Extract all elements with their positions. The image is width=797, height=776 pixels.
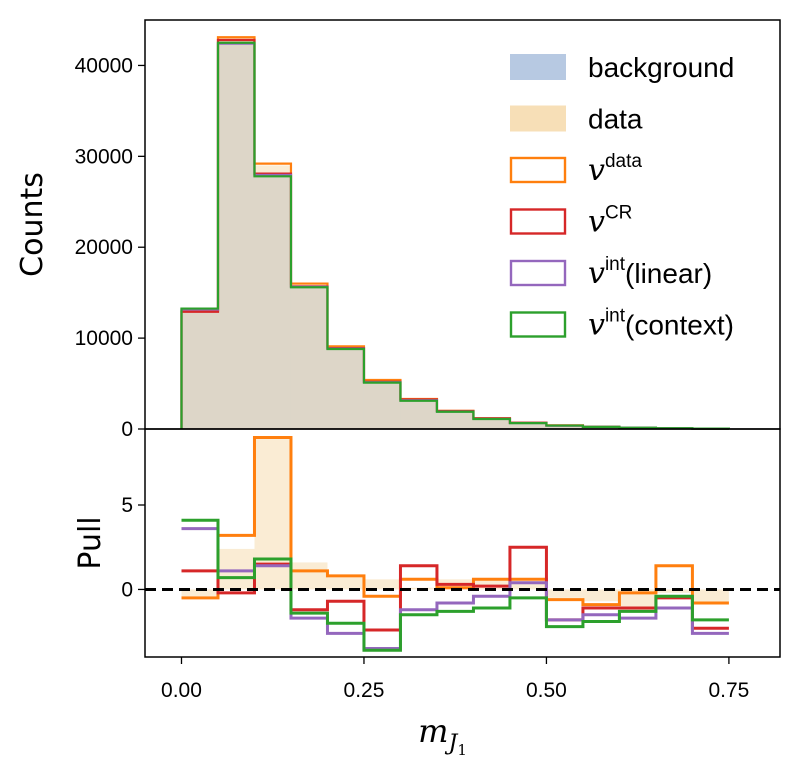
pull-bar-data — [327, 577, 364, 590]
x-tick-label: 0.00 — [161, 679, 202, 702]
y-axis-label-counts: Counts — [15, 172, 50, 277]
pull-y-tick-label: 5 — [121, 494, 133, 517]
legend-swatch — [509, 208, 567, 235]
legend-label: vint(context) — [588, 306, 734, 343]
y-tick-label: 40000 — [75, 54, 133, 77]
y-tick-label: 30000 — [75, 145, 133, 168]
legend-swatch — [509, 259, 567, 287]
bar-data — [181, 309, 218, 429]
legend-entry-v-cr: vCR — [509, 203, 632, 240]
bar-data — [254, 165, 291, 429]
y-tick-label: 0 — [121, 418, 133, 441]
pull-bar-data — [217, 548, 255, 590]
x-tick-label: 0.50 — [526, 679, 567, 702]
pull-bar-data — [619, 589, 656, 610]
legend-swatch — [509, 311, 567, 338]
legend-label: data — [588, 104, 643, 135]
pull-series-data — [181, 439, 729, 610]
bar-data — [217, 38, 255, 430]
y-axis-label-pull: Pull — [73, 516, 108, 569]
pull-bar-data — [509, 581, 547, 590]
pull-bar-data — [473, 579, 510, 590]
bar-data — [473, 418, 510, 429]
bar-data — [436, 411, 474, 429]
pull-step-line-v-int-context — [181, 518, 729, 652]
pull-series-v-int-linear — [181, 527, 729, 651]
legend-entry-background: background — [510, 52, 734, 83]
pull-bar-data — [363, 579, 401, 590]
pull-y-tick-label: 0 — [121, 578, 133, 601]
pull-panel: 0 5 0.00 0.25 0.50 0.75 Pull mJ1 — [73, 428, 781, 759]
pull-step-line-v-cr — [181, 545, 729, 632]
pull-bar-data — [546, 589, 583, 598]
legend-entry-v-int-context: vint(context) — [509, 306, 734, 343]
pull-bar-data — [290, 562, 328, 590]
legend-entry-v-data: vdata — [509, 151, 642, 188]
main-histogram-panel: 0 10000 20000 30000 40000 Counts — [15, 19, 781, 441]
y-tick-label: 20000 — [75, 236, 133, 259]
pull-bar-data — [655, 589, 693, 593]
pull-series-v-data — [181, 435, 729, 607]
series-data — [181, 38, 729, 430]
pull-bar-data — [582, 589, 620, 602]
y-tick-label: 10000 — [75, 327, 133, 350]
legend-swatch — [509, 156, 567, 184]
bar-data — [400, 399, 437, 429]
bar-data — [363, 380, 401, 429]
step-line-v-int-context — [180, 41, 731, 430]
pull-axes-frame — [144, 428, 781, 658]
pull-bar-data — [692, 589, 729, 603]
series-v-int-context — [180, 41, 731, 430]
pull-bar-data — [181, 589, 218, 597]
x-tick-label: 0.25 — [344, 679, 385, 702]
bar-data — [509, 422, 547, 429]
legend-swatch — [510, 54, 566, 80]
legend-label: vCR — [588, 203, 632, 240]
pull-step-line-v-int-linear — [181, 527, 729, 651]
legend-label: background — [588, 52, 734, 83]
bar-data — [290, 284, 328, 429]
legend-entry-data: data — [510, 104, 643, 135]
legend-label: vdata — [588, 151, 642, 188]
legend: background data vdata vCR vint(linear) vint(c… — [509, 52, 734, 343]
pull-series-v-int-context — [181, 518, 729, 652]
x-tick-label: 0.75 — [708, 679, 749, 702]
pull-step-line-v-data — [181, 435, 729, 607]
bar-data — [327, 347, 364, 429]
legend-entry-v-int-linear: vint(linear) — [509, 254, 712, 291]
bar-data — [546, 425, 583, 429]
legend-label: vint(linear) — [588, 254, 712, 291]
legend-swatch — [510, 105, 566, 132]
x-axis-label: mJ1 — [418, 712, 467, 759]
pull-series-v-cr — [181, 545, 729, 632]
